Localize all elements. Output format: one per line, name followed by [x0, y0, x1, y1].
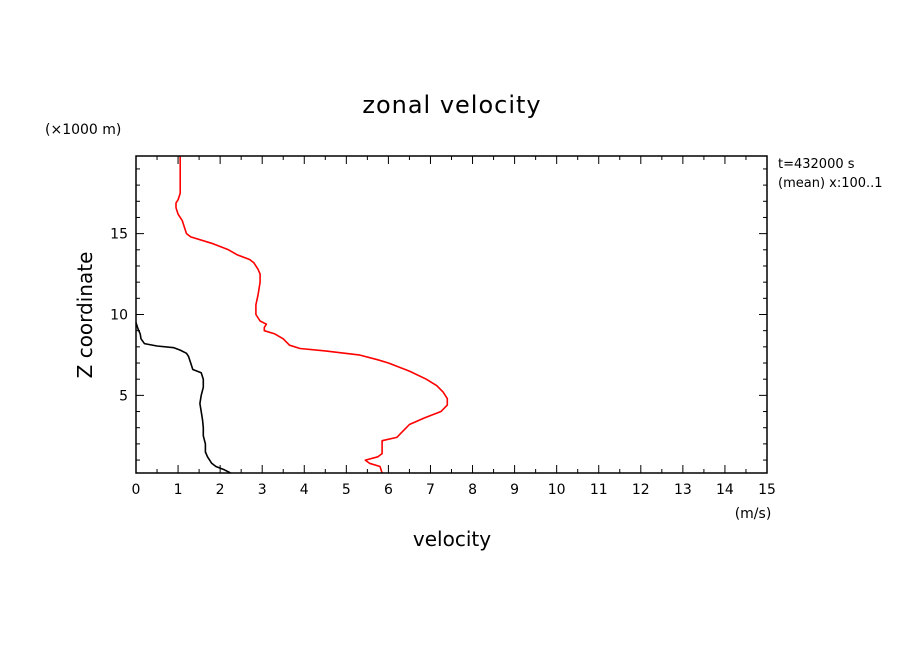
annotation-time: t=432000 s [778, 157, 855, 172]
chart-title: zonal velocity [362, 91, 541, 119]
x-tick-label: 0 [132, 482, 141, 498]
x-tick-label: 5 [342, 482, 351, 498]
x-tick-label: 13 [674, 482, 692, 498]
plot-frame [135, 155, 768, 474]
y-tick-label: 5 [119, 388, 128, 404]
x-tick-label: 10 [548, 482, 566, 498]
y-axis-unit: (×1000 m) [45, 122, 121, 138]
annotation-mean: (mean) x:100..1 [778, 176, 883, 191]
plot-lines [135, 156, 449, 474]
y-tick-label: 10 [110, 308, 128, 324]
x-tick-label: 11 [590, 482, 608, 498]
series-line-2 [175, 156, 449, 474]
x-tick-label: 14 [716, 482, 734, 498]
x-tick-label: 15 [758, 482, 776, 498]
x-tick-label: 7 [426, 482, 435, 498]
series-line-1 [135, 322, 231, 474]
x-tick-label: 12 [632, 482, 650, 498]
x-tick-label: 1 [174, 482, 183, 498]
x-tick-label: 6 [384, 482, 393, 498]
x-tick-label: 4 [300, 482, 309, 498]
x-tick-label: 2 [216, 482, 225, 498]
x-tick-label: 3 [258, 482, 267, 498]
x-axis-label: velocity [413, 527, 491, 551]
y-axis-label: Z coordinate [73, 252, 97, 379]
x-tick-label: 9 [510, 482, 519, 498]
axis-ticks [135, 156, 768, 473]
y-tick-label: 15 [110, 227, 128, 243]
x-tick-label: 8 [468, 482, 477, 498]
x-axis-unit: (m/s) [735, 506, 772, 522]
